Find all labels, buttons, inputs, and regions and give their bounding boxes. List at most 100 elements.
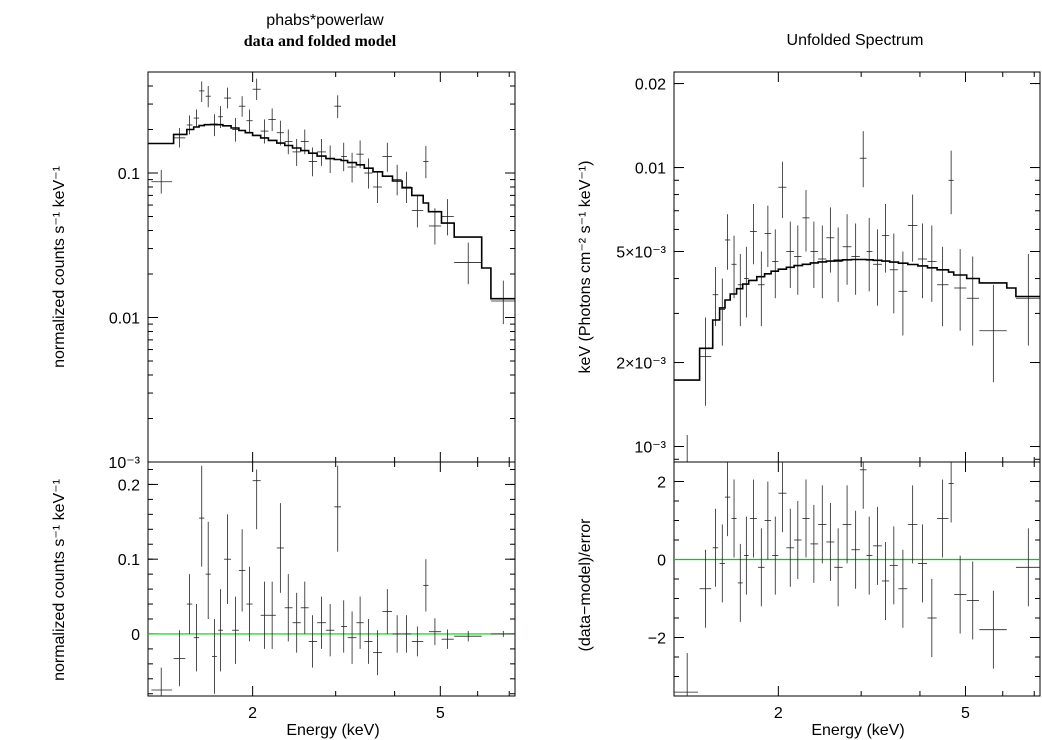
y-tick-label: 0.1	[118, 552, 140, 569]
data-point	[859, 131, 867, 188]
y-tick-label: 0.1	[118, 166, 140, 183]
data-point	[218, 589, 223, 672]
data-point	[423, 559, 429, 612]
data-point	[786, 221, 795, 288]
data-point	[334, 465, 342, 552]
data-point	[308, 147, 318, 177]
data-point	[308, 615, 318, 668]
data-point	[917, 524, 927, 603]
data-point	[411, 194, 424, 228]
data-point	[423, 145, 429, 179]
data-point	[842, 485, 852, 564]
data-point	[300, 581, 309, 634]
x-tick-label: 5	[436, 705, 445, 722]
data-point	[186, 574, 193, 634]
data-point	[246, 566, 253, 642]
data-point	[454, 630, 482, 642]
data-point	[317, 138, 326, 166]
y-tick-label: 10⁻³	[108, 455, 140, 472]
data-point	[347, 152, 357, 183]
data-point	[238, 529, 246, 612]
data-point	[402, 615, 412, 653]
y-tick-label: 5×10⁻³	[616, 245, 666, 262]
data-point	[907, 485, 918, 564]
data-point	[382, 589, 393, 634]
data-point	[778, 161, 787, 218]
data-point	[772, 229, 779, 299]
data-point	[441, 629, 454, 649]
y-tick-label: 2×10⁻³	[616, 356, 666, 373]
y-tick-label: 0.2	[118, 477, 140, 494]
data-point	[966, 256, 979, 346]
data-point	[252, 469, 261, 530]
right-x-axis-label: Energy (keV)	[811, 722, 904, 739]
data-point	[205, 86, 211, 108]
data-point	[764, 205, 772, 267]
data-point	[810, 221, 819, 288]
right-bottom-panel: 2 0 −2 2 5	[648, 461, 1041, 722]
data-point	[232, 596, 239, 664]
data-point	[334, 95, 342, 119]
data-point	[173, 127, 186, 148]
data-point	[937, 246, 949, 327]
data-point	[268, 108, 276, 132]
data-point	[382, 142, 393, 172]
data-point	[786, 508, 795, 587]
data-point	[341, 142, 347, 172]
y-tick-label: 2	[657, 475, 666, 492]
data-point	[699, 317, 712, 406]
data-point	[712, 267, 719, 327]
data-point	[232, 118, 239, 142]
data-point	[490, 630, 515, 637]
data-point	[173, 630, 186, 687]
data-point	[737, 543, 743, 622]
data-point	[898, 251, 908, 336]
y-tick-label: 0	[657, 553, 666, 570]
data-point	[948, 462, 954, 523]
data-point	[1015, 528, 1040, 607]
left-chart-subtitle: data and folded model	[244, 33, 397, 50]
data-point	[186, 115, 193, 135]
data-point	[778, 462, 787, 533]
data-point	[364, 158, 373, 189]
data-point	[373, 630, 382, 676]
data-point	[772, 516, 779, 595]
right-top-panel: 0.02 0.01 5×10⁻³ 2×10⁻³ 10⁻³	[616, 71, 1041, 463]
y-tick-label: 0.02	[635, 77, 666, 94]
x-tick-label: 2	[774, 705, 783, 722]
data-point	[411, 626, 424, 657]
data-point	[211, 618, 217, 694]
data-point	[719, 278, 725, 346]
data-point	[737, 253, 743, 327]
data-point	[979, 590, 1007, 669]
data-point	[794, 501, 802, 579]
y-tick-label: 0.01	[109, 311, 140, 328]
data-point	[881, 204, 890, 273]
data-point	[246, 109, 253, 133]
data-point	[356, 140, 364, 169]
data-point	[193, 109, 200, 127]
data-point	[276, 503, 284, 593]
data-point	[842, 214, 852, 285]
data-point	[428, 208, 442, 245]
model-curve	[148, 123, 515, 300]
panel-frame	[147, 461, 516, 697]
data-point	[356, 596, 364, 649]
panel-frame	[147, 71, 516, 463]
data-point	[490, 280, 515, 325]
data-point	[889, 233, 898, 314]
left-chart-title: phabs*powerlaw	[266, 12, 384, 29]
data-point	[927, 579, 937, 657]
data-point	[818, 485, 827, 564]
data-point	[898, 549, 908, 628]
data-point	[743, 246, 749, 318]
data-point	[373, 171, 382, 204]
data-point	[341, 600, 347, 653]
data-point	[954, 555, 967, 634]
data-point	[927, 225, 937, 302]
model-curve	[674, 258, 1040, 381]
data-point	[731, 479, 737, 558]
data-point	[826, 502, 835, 581]
data-point	[948, 150, 954, 215]
